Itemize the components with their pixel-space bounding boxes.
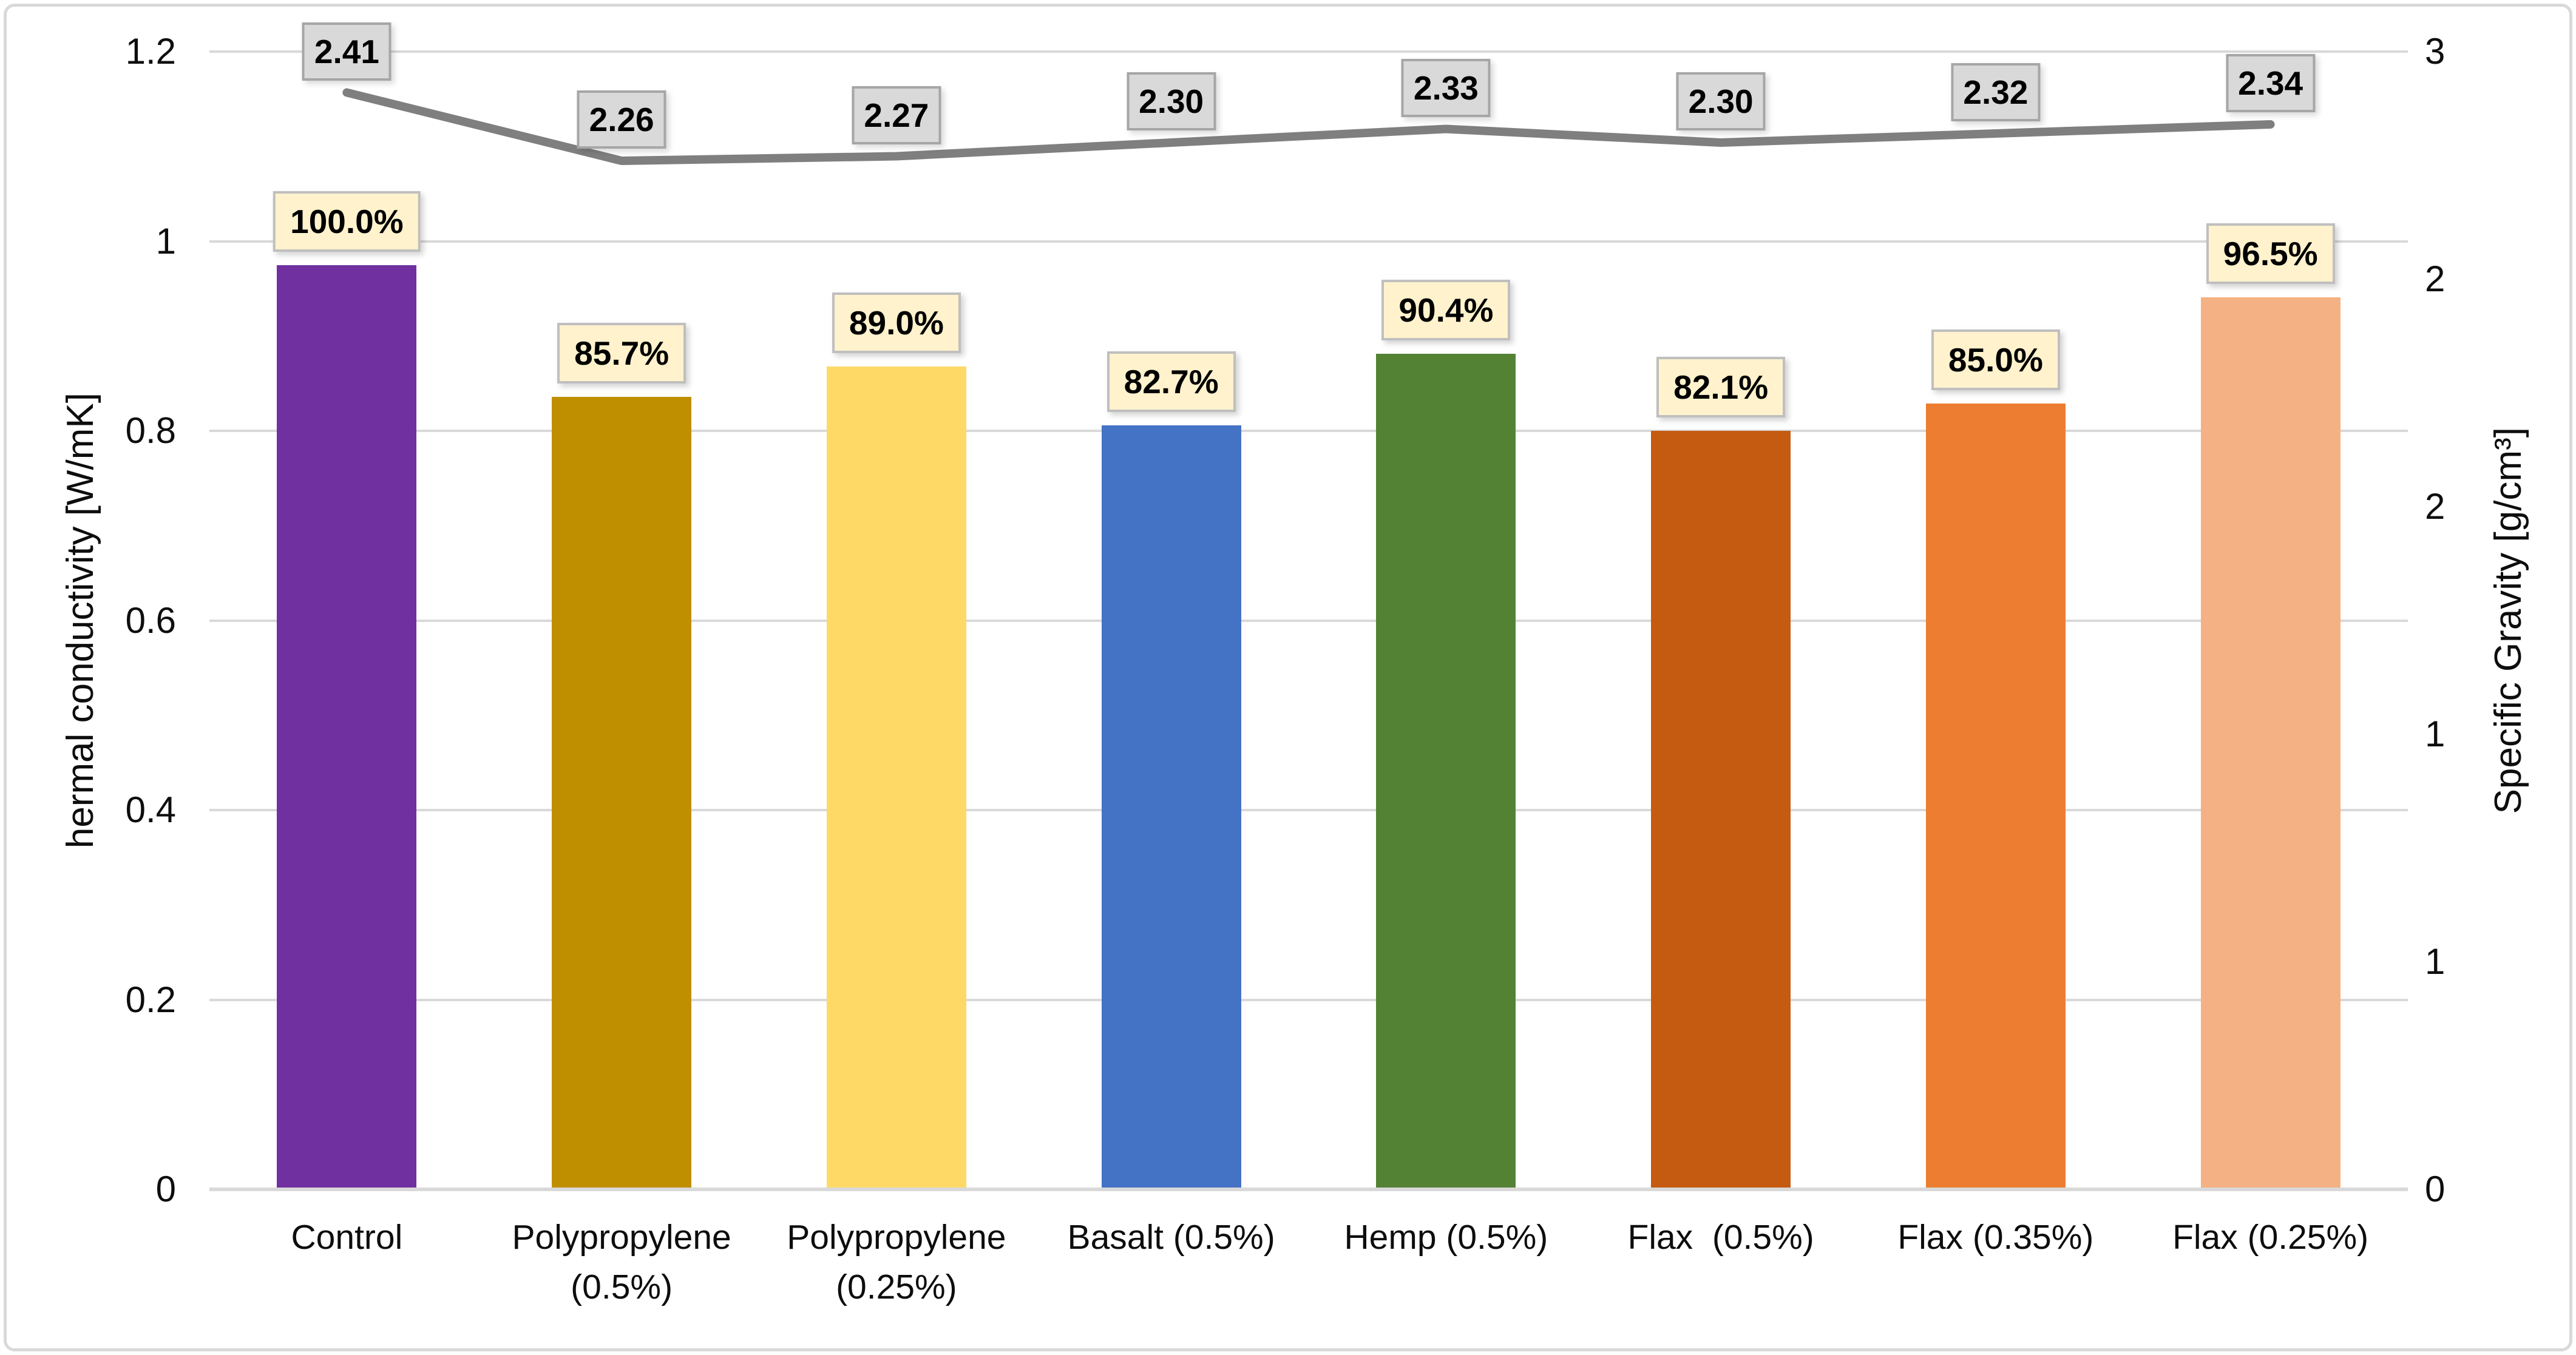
bar-flax-0.35- [1925,403,2066,1189]
bar-polypropylene [826,366,966,1189]
line-value-label-7: 2.34 [2226,54,2316,112]
left-axis-tick-1.2: 1.2 [125,31,176,72]
right-axis-tick-1: 2 [2425,258,2446,299]
bar-flax-0.25- [2200,297,2340,1189]
bar-hemp-0.5- [1376,354,1516,1189]
line-value-label-4: 2.33 [1401,58,1491,117]
line-value-label-5: 2.30 [1676,72,1766,130]
line-value-label-3: 2.30 [1127,72,1216,130]
line-value-label-0: 2.41 [302,22,391,81]
left-axis-tick-0.8: 0.8 [125,410,176,451]
bar-basalt-0.5- [1101,425,1241,1189]
specific-gravity-line [342,88,2275,165]
specific-gravity-line-svg [342,88,2275,165]
bar-polypropylene [552,396,692,1189]
gridline-0.2 [209,998,2408,1001]
gridline-0.4 [209,809,2408,811]
bar-value-label-2: 89.0% [832,292,961,353]
left-axis-tick-0: 0 [155,1169,176,1209]
left-axis-tick-0.4: 0.4 [125,789,176,830]
gridline-0.8 [209,430,2408,432]
category-label-2: Polypropylene (0.25%) [787,1218,1006,1306]
right-axis-tick-0: 3 [2425,31,2446,72]
category-label-5: Flax (0.5%) [1627,1218,1814,1257]
right-axis-tick-2: 2 [2425,486,2446,527]
right-axis-tick-4: 1 [2425,941,2446,982]
bar-value-label-5: 82.1% [1656,357,1786,417]
line-value-label-6: 2.32 [1951,63,2041,121]
gridline-0.6 [209,619,2408,622]
x-axis-line [209,1188,2408,1191]
category-label-3: Basalt (0.5%) [1067,1218,1275,1257]
bar-value-label-4: 90.4% [1381,280,1511,341]
category-label-7: Flax (0.25%) [2172,1218,2369,1257]
right-axis-title: Specific Gravity [g/cm³] [2487,427,2529,814]
bar-control [277,265,417,1189]
gridline-1 [209,240,2408,243]
left-axis-tick-1: 1 [155,220,176,262]
line-value-label-1: 2.26 [577,90,666,149]
category-label-4: Hemp (0.5%) [1344,1218,1548,1257]
bar-value-label-3: 82.7% [1107,351,1236,412]
bar-flax-0.5- [1651,431,1791,1189]
bar-value-label-6: 85.0% [1931,329,2060,390]
category-label-1: Polypropylene (0.5%) [512,1218,731,1306]
left-axis-tick-0.2: 0.2 [125,979,176,1020]
bar-value-label-7: 96.5% [2206,223,2335,284]
line-value-label-2: 2.27 [852,86,941,144]
right-axis-tick-3: 1 [2425,714,2446,754]
left-axis-tick-0.6: 0.6 [125,600,176,641]
bar-value-label-1: 85.7% [557,322,686,384]
gridline-1.2 [209,50,2408,53]
right-axis-tick-5: 0 [2425,1169,2446,1209]
bar-value-label-0: 100.0% [273,191,421,252]
category-label-6: Flax (0.35%) [1897,1218,2094,1257]
category-label-0: Control [291,1218,403,1257]
